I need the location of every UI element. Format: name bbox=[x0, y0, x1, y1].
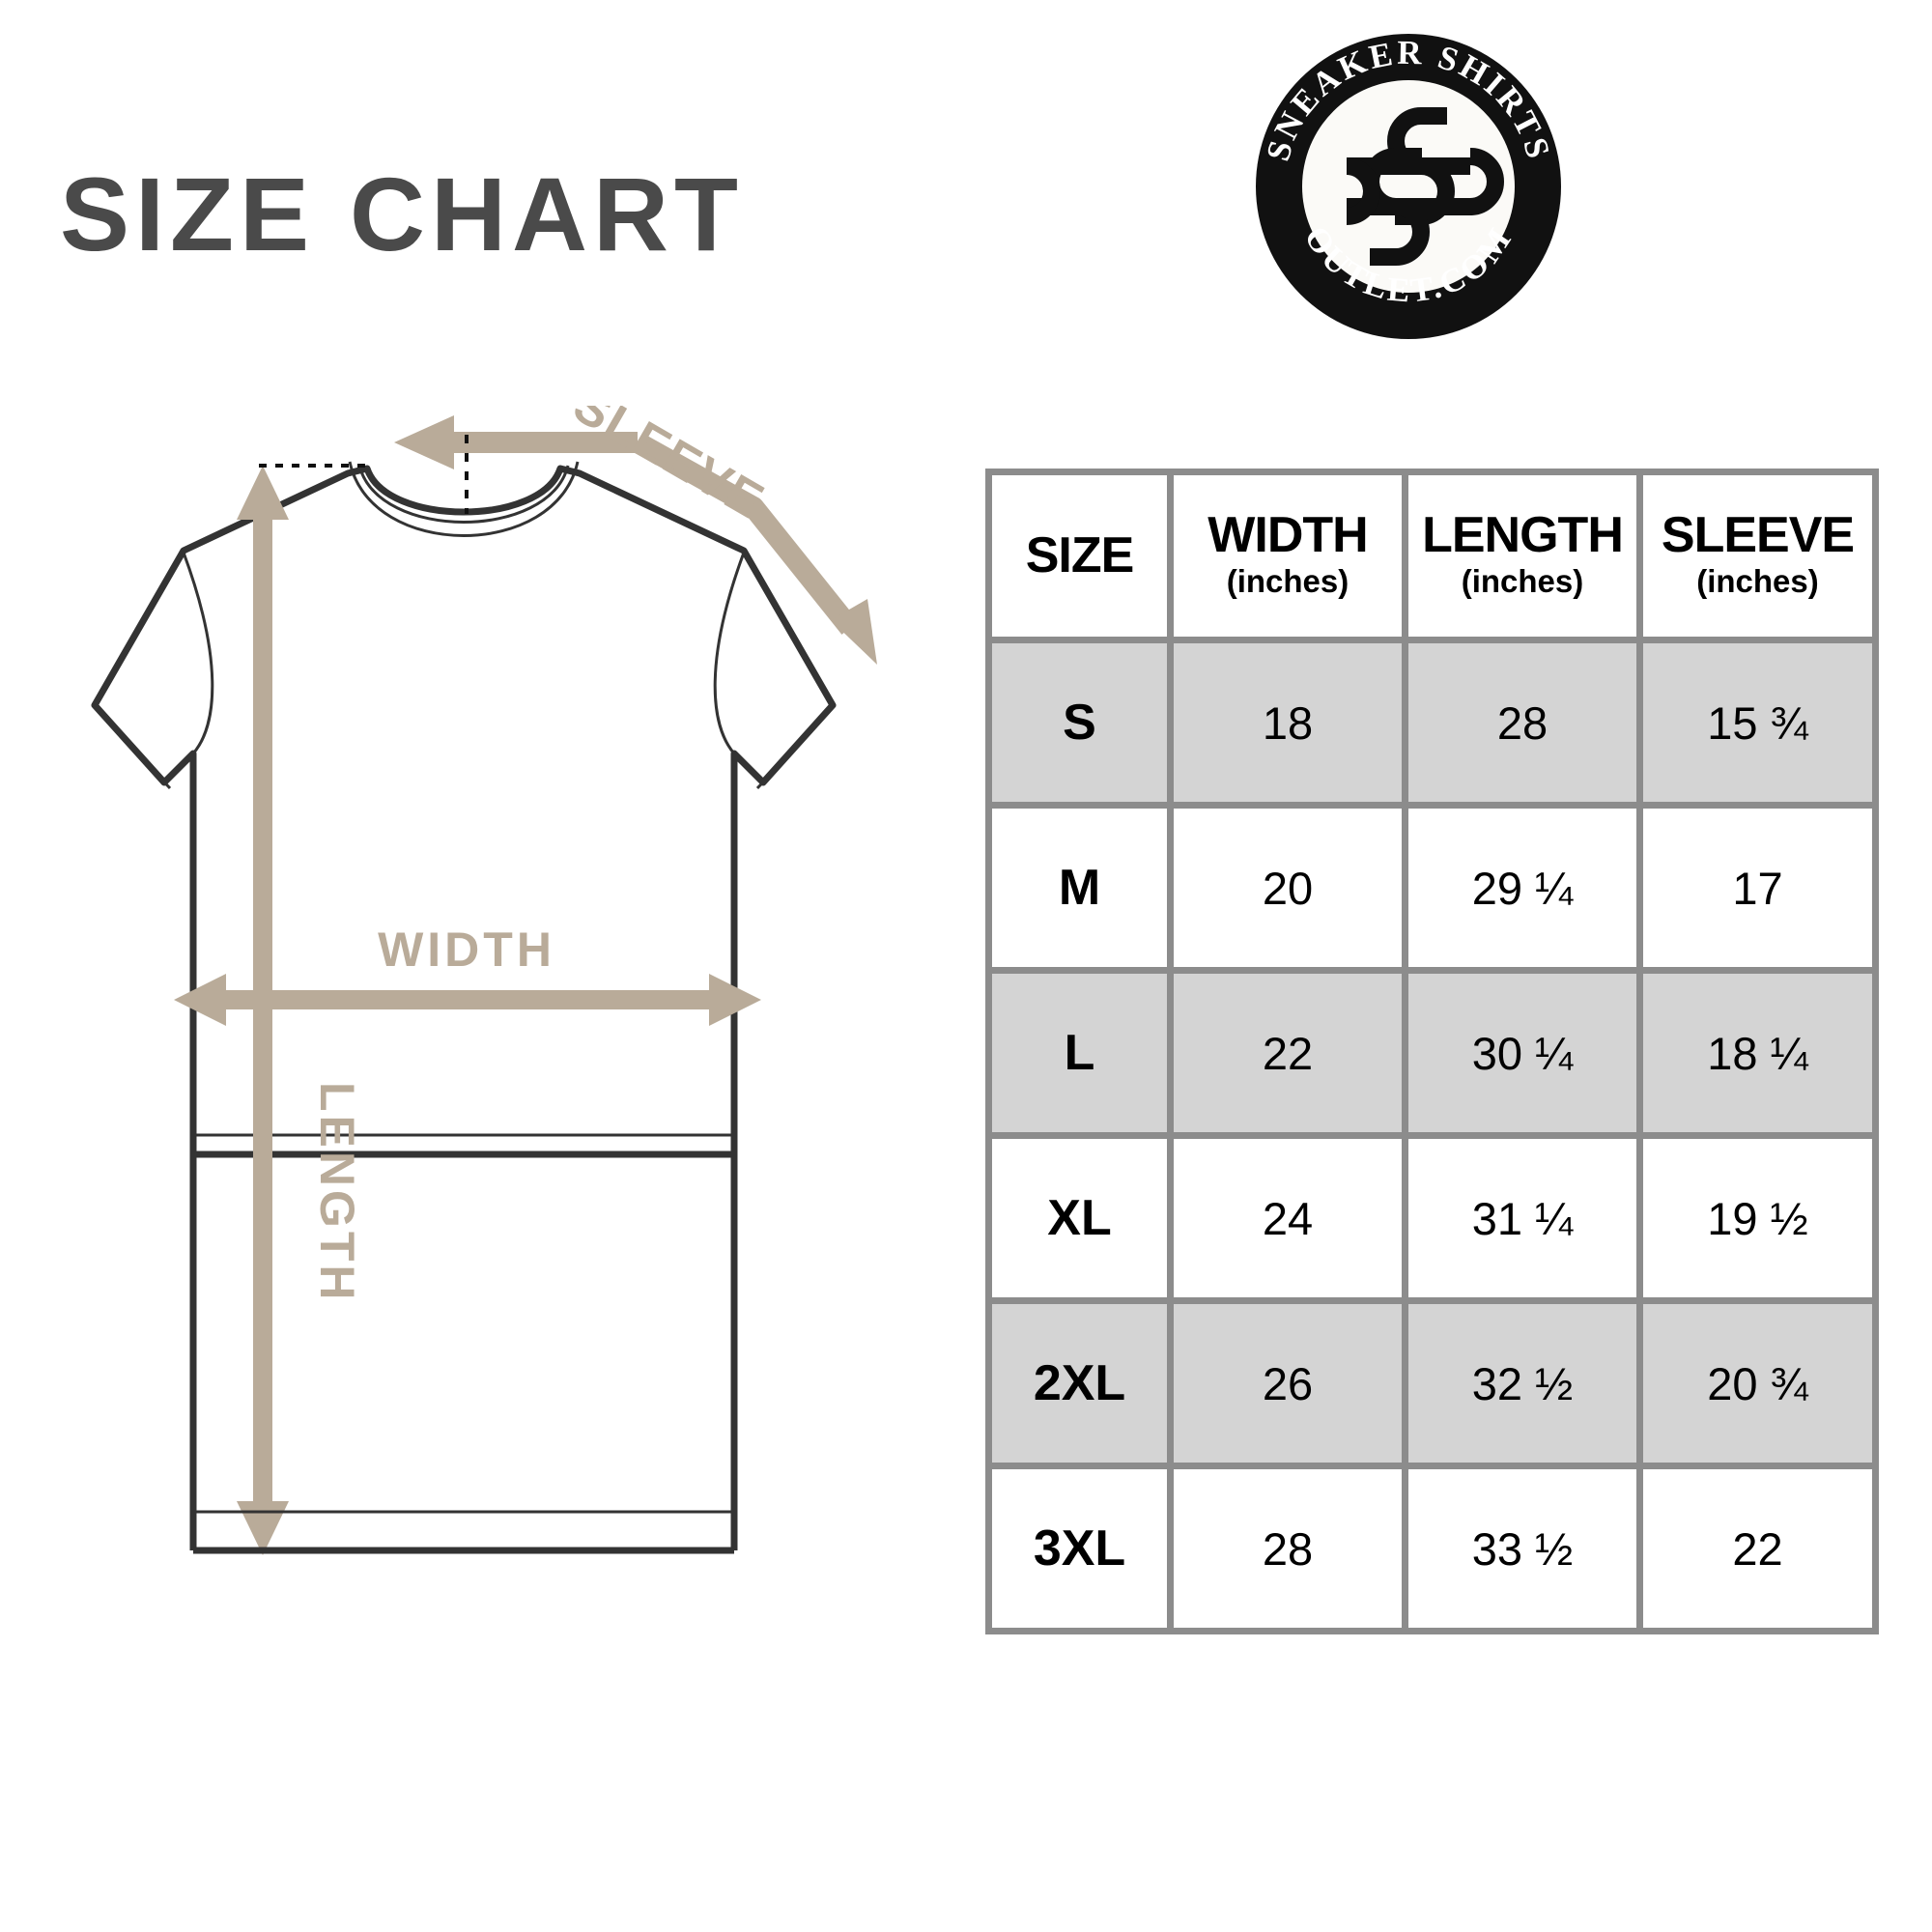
table-row: M 20 29 ¼ 17 bbox=[985, 802, 1879, 974]
cell-width: 26 bbox=[1167, 1297, 1408, 1469]
shirt-hem bbox=[189, 1154, 738, 1554]
column-header-width-sub: (inches) bbox=[1226, 563, 1350, 600]
cell-size: 3XL bbox=[985, 1463, 1174, 1634]
column-header-length-main: LENGTH bbox=[1422, 507, 1624, 564]
table-header-row: SIZE WIDTH (inches) LENGTH (inches) SLEE… bbox=[985, 469, 1879, 643]
table-row: L 22 30 ¼ 18 ¼ bbox=[985, 967, 1879, 1139]
cell-sleeve: 17 bbox=[1636, 802, 1879, 974]
cell-size: S bbox=[985, 637, 1174, 809]
column-header-width-main: WIDTH bbox=[1208, 507, 1368, 564]
cell-width: 24 bbox=[1167, 1132, 1408, 1304]
size-table-container: SIZE WIDTH (inches) LENGTH (inches) SLEE… bbox=[985, 469, 1879, 1634]
width-label: WIDTH bbox=[378, 923, 555, 977]
cell-length: 32 ½ bbox=[1402, 1297, 1643, 1469]
table-row: S 18 28 15 ¾ bbox=[985, 637, 1879, 809]
sleeve-measure-arrow bbox=[394, 415, 877, 665]
cell-size: XL bbox=[985, 1132, 1174, 1304]
size-table: SIZE WIDTH (inches) LENGTH (inches) SLEE… bbox=[985, 469, 1879, 1634]
column-header-size: SIZE bbox=[985, 469, 1174, 643]
cell-length: 30 ¼ bbox=[1402, 967, 1643, 1139]
cell-size: L bbox=[985, 967, 1174, 1139]
length-label: LENGTH bbox=[310, 1082, 364, 1304]
cell-width: 20 bbox=[1167, 802, 1408, 974]
column-header-width: WIDTH (inches) bbox=[1167, 469, 1408, 643]
cell-size: M bbox=[985, 802, 1174, 974]
table-row: 2XL 26 32 ½ 20 ¾ bbox=[985, 1297, 1879, 1469]
cell-width: 28 bbox=[1167, 1463, 1408, 1634]
page-title: SIZE CHART bbox=[60, 156, 744, 272]
column-header-sleeve: SLEEVE (inches) bbox=[1636, 469, 1879, 643]
column-header-size-main: SIZE bbox=[1025, 526, 1135, 583]
column-header-length: LENGTH (inches) bbox=[1402, 469, 1643, 643]
brand-logo: SNEAKER SHIRTS OUTLET.COM bbox=[1252, 30, 1565, 343]
cell-width: 18 bbox=[1167, 637, 1408, 809]
cell-sleeve: 19 ½ bbox=[1636, 1132, 1879, 1304]
cell-size: 2XL bbox=[985, 1297, 1174, 1469]
cell-length: 31 ¼ bbox=[1402, 1132, 1643, 1304]
shirt-outline bbox=[91, 465, 837, 1158]
width-measure-arrow bbox=[174, 974, 761, 1026]
shirt-diagram: SLEEVE WIDTH LENGTH bbox=[91, 406, 877, 1555]
cell-sleeve: 15 ¾ bbox=[1636, 637, 1879, 809]
column-header-sleeve-sub: (inches) bbox=[1696, 563, 1819, 600]
table-row: XL 24 31 ¼ 19 ½ bbox=[985, 1132, 1879, 1304]
logo-monogram-icon bbox=[1346, 107, 1504, 266]
cell-length: 29 ¼ bbox=[1402, 802, 1643, 974]
cell-width: 22 bbox=[1167, 967, 1408, 1139]
column-header-length-sub: (inches) bbox=[1461, 563, 1584, 600]
cell-sleeve: 18 ¼ bbox=[1636, 967, 1879, 1139]
cell-length: 28 bbox=[1402, 637, 1643, 809]
cell-sleeve: 20 ¾ bbox=[1636, 1297, 1879, 1469]
shirt-seam-detail bbox=[98, 552, 830, 1137]
cell-sleeve: 22 bbox=[1636, 1463, 1879, 1634]
shirt-collar-detail bbox=[348, 461, 580, 537]
column-header-sleeve-main: SLEEVE bbox=[1661, 507, 1855, 564]
length-measure-arrow bbox=[237, 464, 367, 1555]
table-row: 3XL 28 33 ½ 22 bbox=[985, 1463, 1879, 1634]
cell-length: 33 ½ bbox=[1402, 1463, 1643, 1634]
